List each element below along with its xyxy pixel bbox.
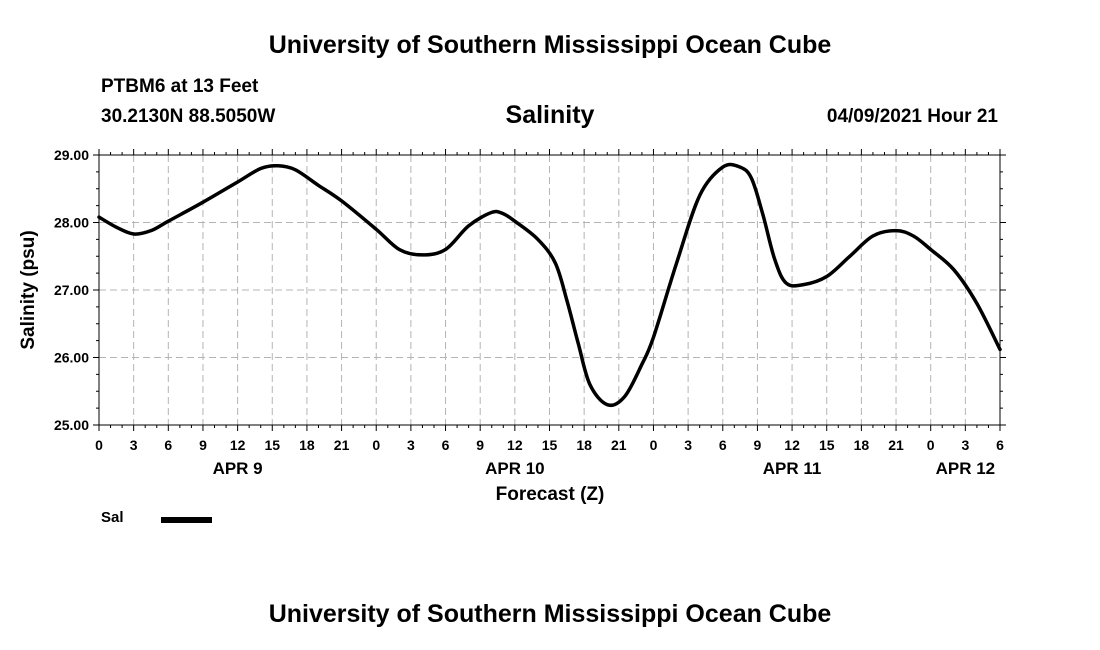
day-label: APR 12 <box>936 459 996 478</box>
x-tick-label: 21 <box>611 437 627 453</box>
x-axis-label: Forecast (Z) <box>496 484 605 505</box>
legend-label: Sal <box>101 509 124 526</box>
x-tick-label: 6 <box>719 437 727 453</box>
x-tick-label: 6 <box>164 437 172 453</box>
x-tick-label: 0 <box>927 437 935 453</box>
x-tick-label: 3 <box>130 437 138 453</box>
x-tick-label: 0 <box>95 437 103 453</box>
y-tick-label: 28.00 <box>54 215 89 231</box>
plot-frame <box>98 154 1001 426</box>
x-tick-label: 15 <box>264 437 280 453</box>
x-tick-label: 18 <box>854 437 870 453</box>
x-tick-label: 9 <box>754 437 762 453</box>
station-label: PTBM6 at 13 Feet <box>101 76 259 97</box>
x-tick-label: 12 <box>507 437 523 453</box>
x-tick-label: 15 <box>542 437 558 453</box>
y-tick-labels: 25.00 26.00 27.00 28.00 29.00 <box>54 147 89 433</box>
x-tick-label: 9 <box>199 437 207 453</box>
y-tick-label: 27.00 <box>54 282 89 298</box>
x-tick-label: 12 <box>784 437 800 453</box>
chart-title: Salinity <box>505 101 595 129</box>
y-tick-label: 26.00 <box>54 350 89 366</box>
x-tick-labels: 0 3 6 9 12 15 18 21 0 3 6 9 12 15 18 21 0 3 6 9 12 15 18 21 0 3 6 <box>95 437 1004 453</box>
x-tick-label: 18 <box>576 437 592 453</box>
day-label: APR 10 <box>485 459 545 478</box>
footer-title: University of Southern Mississippi Ocean… <box>268 600 832 628</box>
x-tick-label: 21 <box>888 437 904 453</box>
day-label: APR 9 <box>213 459 263 478</box>
x-tick-label: 3 <box>407 437 415 453</box>
day-labels: APR 9 APR 10 APR 11 APR 12 <box>213 459 996 478</box>
forecast-date-label: 04/09/2021 Hour 21 <box>826 106 998 127</box>
x-tick-label: 3 <box>961 437 969 453</box>
series-line-sal <box>97 162 1002 408</box>
x-tick-label: 12 <box>230 437 246 453</box>
legend-swatch <box>161 517 212 523</box>
y-axis-label: Salinity (psu) <box>18 230 39 349</box>
grid-lines <box>99 155 1000 425</box>
x-tick-label: 0 <box>650 437 658 453</box>
x-tick-label: 0 <box>372 437 380 453</box>
x-tick-label: 15 <box>819 437 835 453</box>
x-tick-label: 21 <box>334 437 350 453</box>
x-tick-label: 6 <box>442 437 450 453</box>
x-tick-label: 6 <box>996 437 1004 453</box>
coordinates-label: 30.2130N 88.5050W <box>101 106 276 127</box>
y-tick-label: 29.00 <box>54 147 89 163</box>
axis-ticks <box>93 149 1006 431</box>
x-tick-label: 9 <box>476 437 484 453</box>
x-tick-label: 3 <box>684 437 692 453</box>
day-label: APR 11 <box>763 459 822 478</box>
y-tick-label: 25.00 <box>54 417 89 433</box>
header-title: University of Southern Mississippi Ocean… <box>268 31 832 59</box>
x-tick-label: 18 <box>299 437 315 453</box>
